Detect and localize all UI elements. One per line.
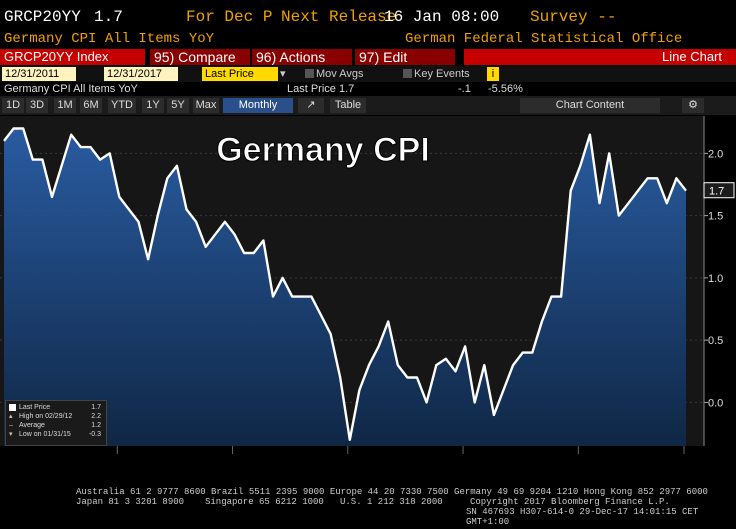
end-date-field[interactable]: 12/31/2017 [104, 67, 178, 81]
mov-avgs-checkbox[interactable] [305, 69, 314, 78]
chart-content-button[interactable]: Chart Content [520, 98, 660, 113]
legend-item: Last Price 1.7 [9, 403, 103, 412]
triangle-down-icon: ▾ [9, 431, 13, 438]
x-axis: 201220132014201520162017 [116, 446, 685, 454]
last-value-tag [703, 182, 735, 199]
dash-icon: – [9, 422, 13, 429]
legend-item: – Average 1.2 [9, 421, 103, 430]
legend-label: Average [19, 422, 45, 429]
footer-japan: Japan 81 3 3201 8900 [76, 497, 185, 507]
legend-item: ▾ Low on 01/31/15 -0.3 [9, 430, 103, 439]
legend-value: 1.2 [91, 422, 101, 429]
legend-value: -0.3 [88, 431, 101, 438]
edit-button[interactable]: 97) Edit [355, 49, 455, 65]
security-header: GRCP20YY 1.7 For Dec P Next Release 16 J… [0, 0, 736, 30]
gear-icon[interactable]: ⚙ [682, 98, 704, 113]
line-chart-icon[interactable]: ↗ [298, 98, 324, 113]
range-1y[interactable]: 1Y [142, 98, 164, 113]
range-bar: 1D 3D 1M 6M YTD 1Y 5Y Max Monthly ↗ Tabl… [0, 96, 736, 115]
info-icon[interactable]: i [487, 67, 499, 81]
compare-button[interactable]: 95) Compare [150, 49, 250, 65]
footer-copyright: Copyright 2017 Bloomberg Finance L.P. [470, 497, 670, 507]
mov-avgs-label: Mov Avgs [316, 68, 364, 80]
range-5y[interactable]: 5Y [167, 98, 189, 113]
change-pct: -5.56% [488, 83, 523, 95]
key-events-label: Key Events [414, 68, 470, 80]
index-label[interactable]: GRCP20YY Index [0, 49, 145, 65]
security-name: Germany CPI All Items YoY [4, 31, 215, 47]
data-source: German Federal Statistical Office [405, 31, 683, 47]
series-line [3, 127, 687, 441]
frequency-select[interactable]: Monthly [223, 98, 293, 113]
next-release-label: Next Release [281, 8, 397, 26]
y-tick-label: 0.5 [708, 335, 723, 347]
last-value: 1.7 [94, 8, 123, 26]
chart-title: Germany CPI [216, 131, 430, 169]
range-3d[interactable]: 3D [26, 98, 48, 113]
legend-label: Last Price [19, 404, 51, 411]
last-value-label: 1.7 [709, 186, 724, 198]
y-axis: 2.0 1.5 1.0 0.5 0.0 1.7 [703, 116, 735, 446]
footer-phones: Australia 61 2 9777 8600 Brazil 5511 239… [76, 487, 708, 497]
next-release-time: 16 Jan 08:00 [384, 8, 500, 26]
y-tick-label: 1.0 [708, 273, 723, 285]
legend-label: Low on 01/31/15 [19, 431, 71, 438]
security-subheader: Germany CPI All Items YoY German Federal… [0, 30, 736, 47]
range-1m[interactable]: 1M [54, 98, 76, 113]
footer-singapore: Singapore 65 6212 1000 [205, 497, 324, 507]
y-tick-label: 1.5 [708, 211, 723, 223]
line-chart-label[interactable]: Line Chart [464, 49, 736, 65]
legend-item: ▴ High on 02/29/12 2.2 [9, 412, 103, 421]
survey: Survey -- [530, 8, 617, 26]
key-events-checkbox[interactable] [403, 69, 412, 78]
range-6m[interactable]: 6M [80, 98, 102, 113]
legend[interactable]: Last Price 1.7 ▴ High on 02/29/12 2.2 – … [5, 400, 107, 446]
summary-row: Germany CPI All Items YoY Last Price 1.7… [0, 82, 736, 96]
function-toolbar: GRCP20YY Index 95) Compare 96) Actions 9… [0, 48, 736, 66]
y-tick-label: 0.0 [708, 397, 723, 409]
change: -.1 [458, 83, 471, 95]
legend-value: 2.2 [91, 413, 101, 420]
last-price: Last Price 1.7 [287, 83, 355, 95]
series-name: Germany CPI All Items YoY [4, 83, 138, 95]
start-date-field[interactable]: 12/31/2011 [2, 67, 76, 81]
legend-swatch [9, 404, 16, 411]
field-select[interactable]: Last Price [202, 67, 278, 81]
range-1d[interactable]: 1D [2, 98, 24, 113]
triangle-up-icon: ▴ [9, 413, 13, 420]
range-max[interactable]: Max [193, 98, 219, 113]
footer-session: SN 467693 H307-614-0 29-Dec-17 14:01:15 … [466, 507, 699, 527]
actions-button[interactable]: 96) Actions [252, 49, 352, 65]
legend-value: 1.7 [91, 404, 101, 411]
cpi-chart[interactable]: 2.0 1.5 1.0 0.5 0.0 1.7 201220132014201520162… [0, 116, 736, 454]
chevron-down-icon[interactable]: ▾ [280, 68, 286, 80]
footer-us: U.S. 1 212 318 2000 [340, 497, 443, 507]
table-button[interactable]: Table [330, 98, 366, 113]
legend-label: High on 02/29/12 [19, 413, 73, 420]
date-controls: 12/31/2011 12/31/2017 Last Price ▾ Mov A… [0, 66, 736, 82]
footer: Australia 61 2 9777 8600 Brazil 5511 239… [0, 483, 736, 529]
period: For Dec P [186, 8, 273, 26]
series-area [4, 128, 686, 446]
ticker[interactable]: GRCP20YY [4, 8, 81, 26]
range-ytd[interactable]: YTD [108, 98, 136, 113]
y-tick-label: 2.0 [708, 148, 723, 160]
